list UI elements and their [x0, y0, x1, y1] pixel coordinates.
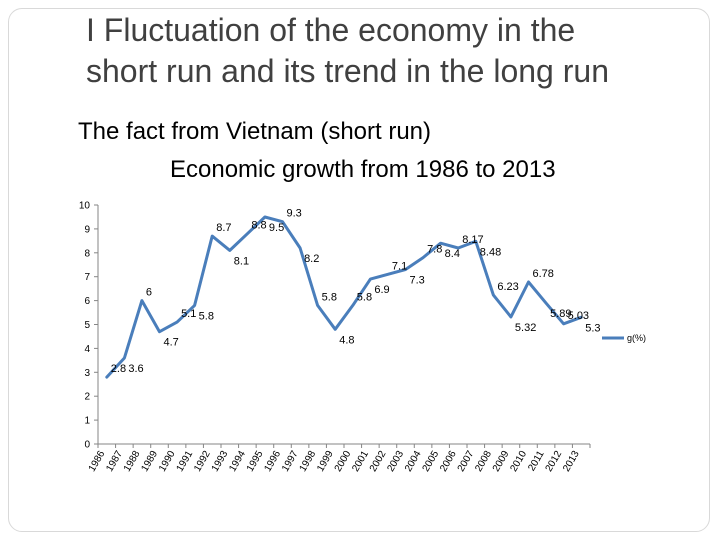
x-tick-label: 1986	[87, 449, 108, 474]
x-tick-label: 2010	[508, 449, 529, 474]
x-tick-label: 2003	[385, 449, 406, 474]
x-tick-label: 1994	[227, 449, 248, 474]
y-tick-label: 5	[84, 320, 90, 331]
data-label: 8.4	[445, 248, 460, 260]
data-label: 8.7	[216, 222, 231, 234]
y-tick-label: 1	[84, 416, 90, 427]
data-label: 8.1	[234, 255, 249, 267]
x-tick-label: 1992	[192, 449, 213, 474]
x-tick-label: 2002	[368, 449, 389, 474]
slide-frame	[8, 8, 710, 532]
data-label: 8.8	[251, 220, 266, 232]
x-tick-label: 1997	[280, 449, 301, 474]
title-line-2: short run and its trend in the long run	[86, 53, 609, 89]
x-tick-label: 1995	[245, 449, 266, 474]
x-tick-label: 1998	[298, 449, 319, 474]
data-label: 2.8	[111, 363, 126, 375]
chart-title: Economic growth from 1986 to 2013	[170, 156, 556, 183]
y-tick-label: 6	[84, 296, 90, 307]
x-tick-label: 2000	[333, 449, 354, 474]
data-label: 9.3	[287, 208, 302, 220]
x-tick-label: 1990	[157, 449, 178, 474]
x-tick-label: 2001	[350, 449, 371, 474]
data-label: 5.3	[585, 322, 600, 334]
x-tick-label: 1993	[210, 449, 231, 474]
data-label: 7.3	[410, 275, 425, 287]
y-tick-label: 8	[84, 248, 90, 259]
y-tick-label: 3	[84, 368, 90, 379]
y-tick-label: 9	[84, 224, 90, 235]
x-tick-label: 2007	[456, 449, 477, 474]
data-label: 5.1	[181, 308, 196, 320]
legend-label: g(%)	[627, 333, 646, 343]
data-label: 3.6	[128, 363, 143, 375]
data-label: 6.9	[374, 284, 389, 296]
y-tick-label: 0	[84, 440, 90, 451]
x-tick-label: 2005	[421, 449, 442, 474]
y-tick-label: 2	[84, 392, 90, 403]
series-line-g	[105, 215, 583, 379]
data-label: 4.8	[339, 334, 354, 346]
data-label: 9.5	[269, 222, 284, 234]
data-label: 5.8	[322, 291, 337, 303]
subtitle-short-run: The fact from Vietnam (short run)	[78, 118, 432, 145]
x-tick-label: 1988	[122, 449, 143, 474]
x-tick-label: 2013	[561, 449, 582, 474]
x-tick-label: 2008	[473, 449, 494, 474]
x-tick-label: 1987	[104, 449, 125, 474]
data-label: 4.7	[164, 337, 179, 349]
x-tick-label: 1989	[139, 449, 160, 474]
y-tick-label: 7	[84, 272, 90, 283]
data-label: 5.32	[515, 322, 536, 334]
x-tick-label: 2009	[491, 449, 512, 474]
x-tick-label: 1999	[315, 449, 336, 474]
x-tick-label: 1991	[175, 449, 196, 474]
data-label: 5.89	[550, 308, 571, 320]
x-tick-label: 2004	[403, 449, 424, 474]
title-line-1: I Fluctuation of the economy in the	[86, 12, 576, 48]
data-label: 8.17	[462, 234, 483, 246]
data-label: 6	[146, 287, 152, 299]
y-tick-label: 4	[84, 344, 90, 355]
data-label: 8.48	[480, 246, 501, 258]
data-label: 5.8	[199, 310, 214, 322]
x-tick-label: 1996	[262, 449, 283, 474]
x-tick-label: 2006	[438, 449, 459, 474]
y-tick-label: 10	[79, 201, 91, 212]
data-label: 7.8	[427, 244, 442, 256]
data-label: 8.2	[304, 253, 319, 265]
x-tick-label: 2012	[544, 449, 565, 474]
data-label: 6.78	[533, 268, 554, 280]
data-label: 5.8	[357, 291, 372, 303]
slide-title: I Fluctuation of the economy in the shor…	[86, 10, 706, 92]
data-label: 6.23	[497, 281, 518, 293]
data-label: 7.1	[392, 260, 407, 272]
data-label: 5.03	[568, 310, 589, 322]
